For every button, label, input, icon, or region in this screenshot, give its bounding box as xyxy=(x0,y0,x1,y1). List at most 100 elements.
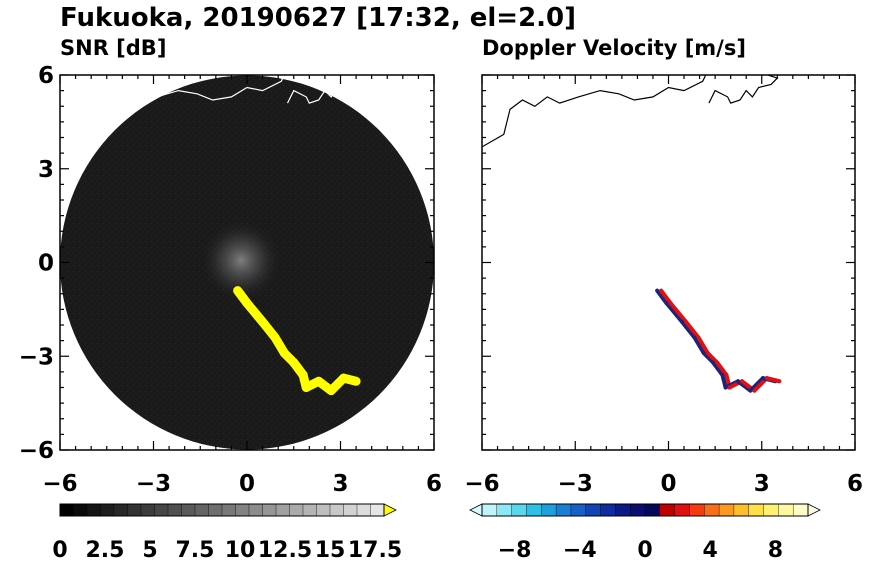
snr-axes: −6 −3 0 3 6 6 3 0 −3 −6 xyxy=(19,63,442,497)
colorbar-tick-label: 0 xyxy=(637,538,652,563)
colorbar-tick-label: 17.5 xyxy=(348,538,402,563)
x-tick-label: −6 xyxy=(464,471,499,497)
colorbar-frame xyxy=(59,503,385,517)
colorbar-segment xyxy=(600,503,617,517)
x-tick-label: 6 xyxy=(847,471,863,497)
colorbar-segment xyxy=(154,503,169,517)
colorbar-tick-label: 0 xyxy=(52,538,67,563)
y-tick-label: 3 xyxy=(38,157,54,183)
colorbar-segment xyxy=(181,503,196,517)
y-tick-label: −3 xyxy=(19,344,54,370)
receding-echo-segment xyxy=(659,288,673,306)
colorbar-segment xyxy=(792,503,809,517)
colorbar-segment xyxy=(262,503,277,517)
snr-panel-title: SNR [dB] xyxy=(60,36,166,60)
approaching-echo-segment xyxy=(711,360,725,377)
snr-panel: SNR [dB] −6 −3 0 3 6 6 3 0 −3 −6 0 2.5 5 7.5 10 12.5 15… xyxy=(19,36,442,563)
x-tick-label: −6 xyxy=(42,471,77,497)
snr-echo xyxy=(233,286,361,396)
colorbar-segment xyxy=(140,503,156,517)
colorbar-segment xyxy=(689,503,705,517)
receding-echo-segment xyxy=(684,319,701,340)
x-tick-label: 6 xyxy=(426,471,442,497)
doppler-panel: Doppler Velocity [m/s] −6 −3 0 3 6 −8 −4 0 4 8 xyxy=(464,36,863,563)
approaching-echo-segment xyxy=(701,351,716,365)
y-tick-label: 6 xyxy=(38,63,54,89)
plot-background xyxy=(482,75,855,450)
ground-clutter xyxy=(199,219,283,302)
colorbar-segment xyxy=(343,503,358,517)
colorbar-tick-label: −4 xyxy=(563,538,597,563)
colorbar-segment xyxy=(356,503,372,517)
coastline xyxy=(708,75,779,104)
x-tick-label: 3 xyxy=(332,471,348,497)
receding-echo-segment xyxy=(696,335,710,356)
colorbar-segment xyxy=(329,503,345,517)
doppler-plot-area xyxy=(482,75,855,450)
x-tick-label: 0 xyxy=(660,471,676,497)
colorbar-segment xyxy=(748,503,765,517)
colorbar-segment xyxy=(113,503,129,517)
receding-echo-segment xyxy=(668,301,689,324)
colorbar-segment xyxy=(302,503,318,517)
x-tick-label: 3 xyxy=(754,471,770,497)
receding-echo-segment xyxy=(705,351,720,365)
colorbar-segment xyxy=(526,503,542,517)
colorbar-tick-label: 12.5 xyxy=(258,538,312,563)
colorbar-segment xyxy=(167,503,183,517)
approaching-echo-segment xyxy=(664,301,685,324)
colorbar-segment xyxy=(73,503,88,517)
doppler-colorbar: −8 −4 0 4 8 xyxy=(469,503,821,563)
colorbar-segment xyxy=(235,503,250,517)
doppler-echo xyxy=(655,288,782,393)
colorbar-segment xyxy=(555,503,572,517)
x-tick-label: −3 xyxy=(136,471,171,497)
colorbar-tick-label: 5 xyxy=(142,538,157,563)
coastline xyxy=(60,75,285,148)
coastline xyxy=(482,75,707,148)
colorbar-segment xyxy=(194,503,210,517)
colorbar-segment xyxy=(208,503,223,517)
colorbar-segment xyxy=(763,503,780,517)
colorbar-segment xyxy=(659,503,676,517)
colorbar-segment xyxy=(585,503,602,517)
colorbar-segment xyxy=(221,503,237,517)
approaching-echo-segment xyxy=(735,379,753,393)
colorbar-segment xyxy=(481,503,498,517)
snr-colorbar: 0 2.5 5 7.5 10 12.5 15 17.5 xyxy=(52,503,402,563)
colorbar-segment xyxy=(275,503,291,517)
approaching-echo-segment xyxy=(680,319,697,340)
colorbar-segment xyxy=(629,503,646,517)
doppler-axes: −6 −3 0 3 6 xyxy=(464,74,863,497)
x-tick-label: −3 xyxy=(558,471,593,497)
colorbar-segment xyxy=(615,503,631,517)
approaching-echo-segment xyxy=(692,335,706,356)
approaching-echo-segment xyxy=(655,288,669,306)
colorbar-tick-label: 2.5 xyxy=(86,538,125,563)
colorbar-tick-label: −8 xyxy=(498,538,532,563)
colorbar-segment xyxy=(718,503,735,517)
colorbar-segment xyxy=(511,503,528,517)
colorbar-segment xyxy=(86,503,102,517)
colorbar-segment xyxy=(674,503,691,517)
colorbar-tick-label: 15 xyxy=(315,538,346,563)
colorbar-segment xyxy=(570,503,587,517)
approaching-echo-segment xyxy=(748,376,765,393)
colorbar-tick-label: 8 xyxy=(768,538,783,563)
colorbar-segment xyxy=(289,503,304,517)
y-tick-label: 0 xyxy=(38,251,54,277)
colorbar-segment xyxy=(541,503,557,517)
receding-echo-segment xyxy=(715,360,729,377)
receding-echo-segment xyxy=(764,376,782,384)
y-tick-label: −6 xyxy=(19,438,54,464)
colorbar-frame xyxy=(481,503,809,517)
doppler-panel-title: Doppler Velocity [m/s] xyxy=(482,36,746,60)
x-tick-label: 0 xyxy=(239,471,255,497)
colorbar-segment xyxy=(100,503,115,517)
colorbar-segment xyxy=(778,503,794,517)
colorbar-segment xyxy=(733,503,750,517)
colorbar-segment xyxy=(127,503,142,517)
colorbar-segment xyxy=(248,503,264,517)
colorbar-segment xyxy=(59,503,75,517)
colorbar-segment xyxy=(370,503,385,517)
